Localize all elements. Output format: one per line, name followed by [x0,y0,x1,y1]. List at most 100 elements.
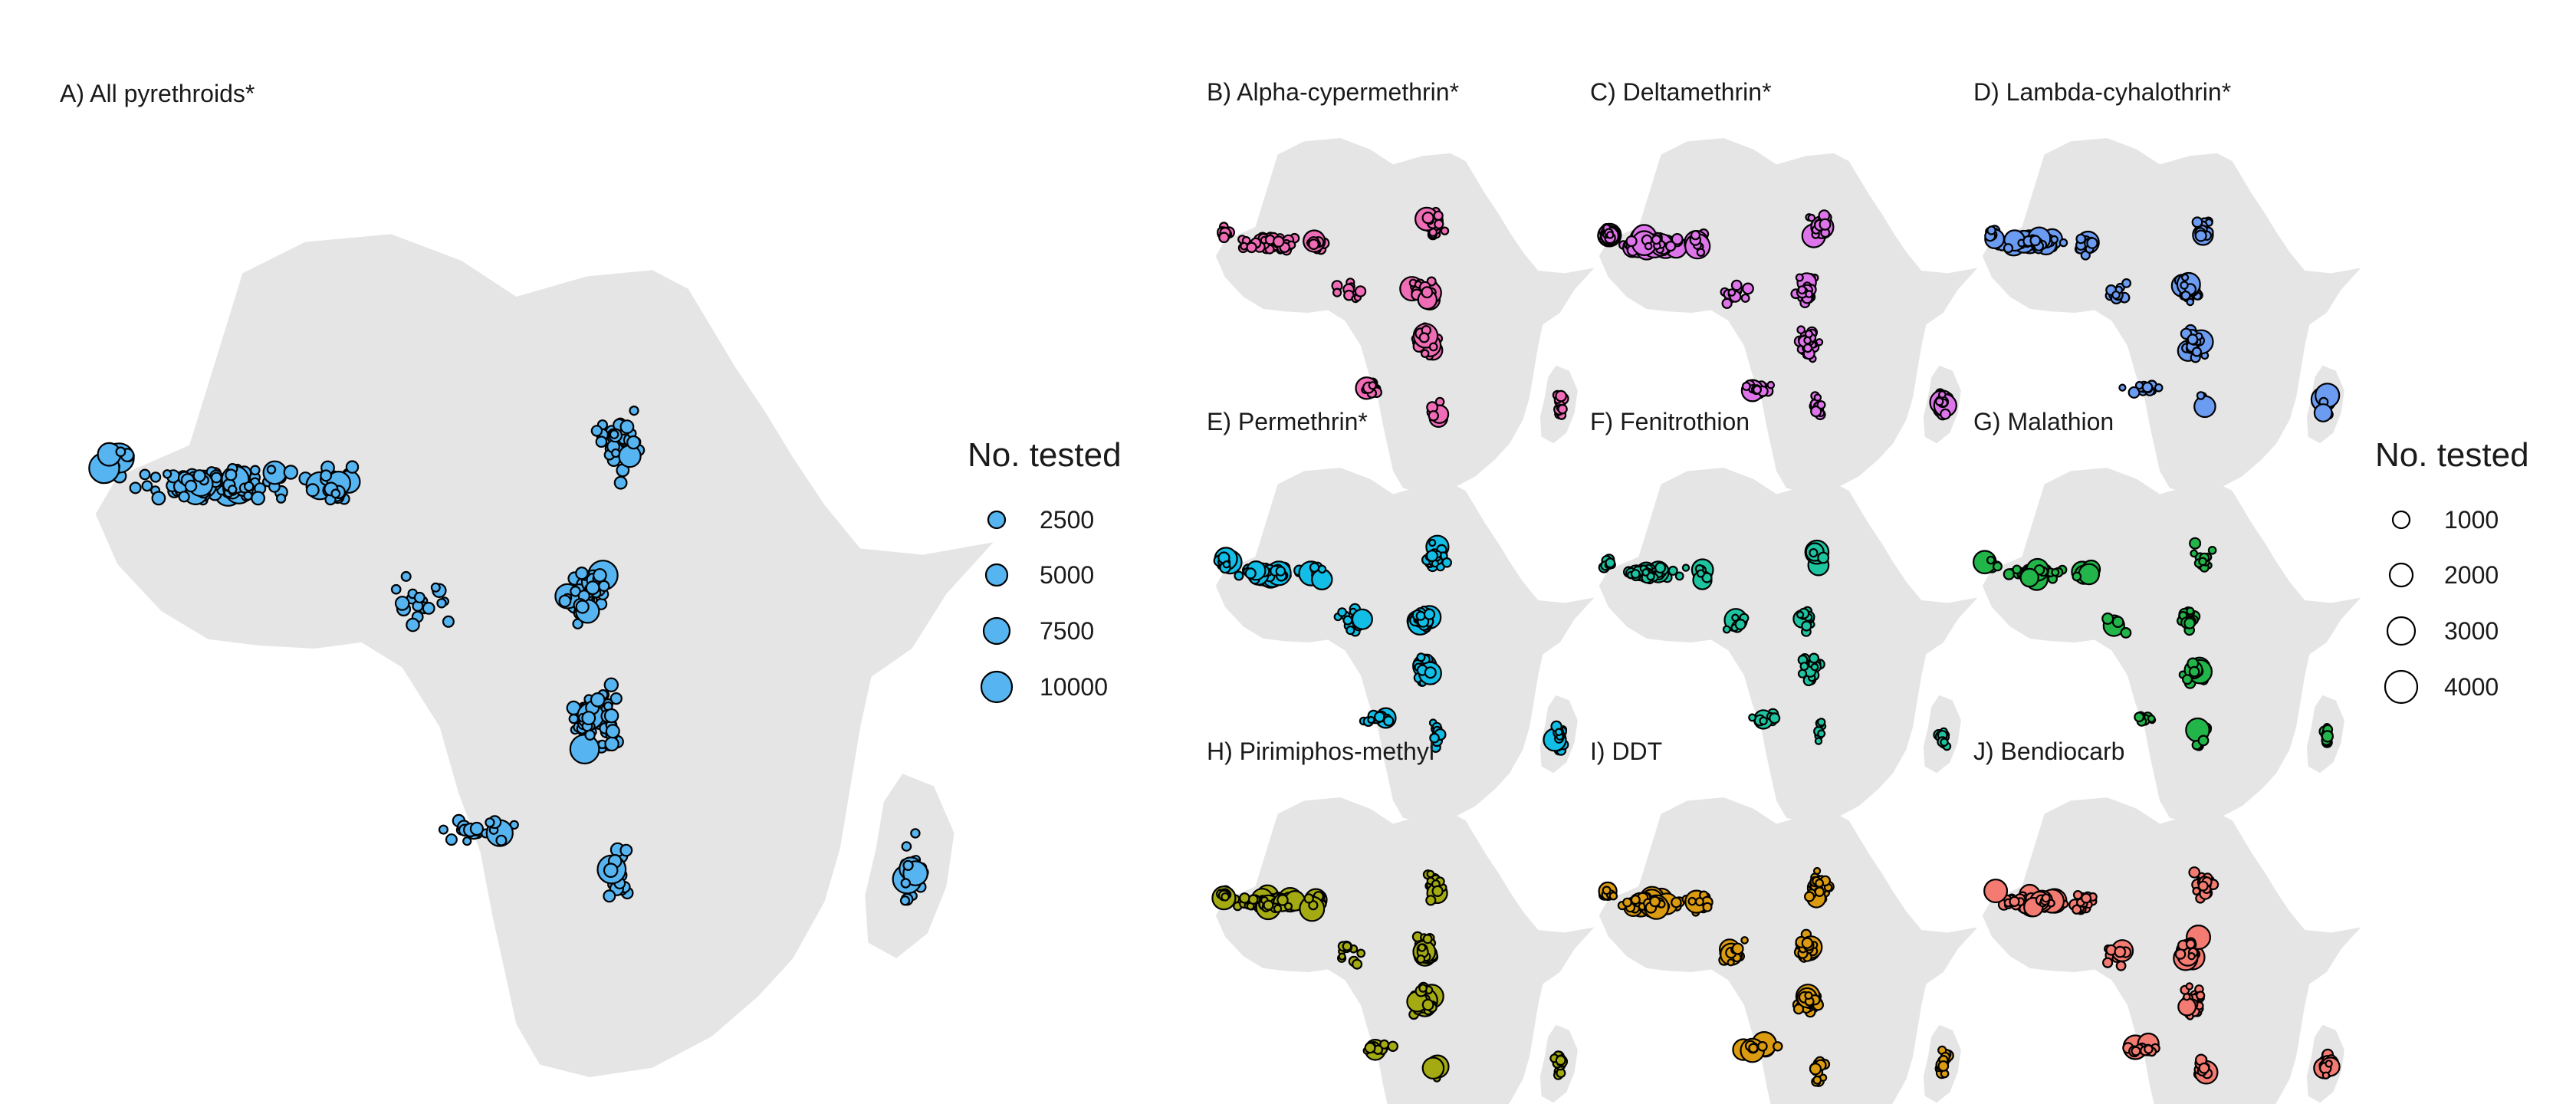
survey-site-marker [129,481,142,495]
survey-site-marker [445,833,458,846]
survey-site-marker [2198,1062,2210,1074]
survey-site-marker [2081,892,2092,904]
panel-ddt: I) DDT [1590,738,1978,1104]
survey-site-marker [2134,711,2145,723]
survey-site-marker [320,469,333,482]
panel-deltamethrin: C) Deltamethrin* [1590,78,1978,494]
survey-site-marker [141,480,153,492]
survey-site-marker [1425,895,1437,906]
survey-site-marker [1342,941,1352,951]
survey-site-marker [1240,242,1248,251]
survey-site-marker [163,469,172,479]
survey-site-marker [406,617,420,632]
survey-site-marker [1773,1041,1783,1052]
survey-site-marker [1817,729,1826,738]
survey-site-marker [1221,892,1230,902]
legend-swatch [982,616,1011,646]
survey-site-marker [225,468,238,481]
survey-site-marker [1421,286,1434,299]
survey-site-marker [1649,895,1661,908]
survey-site-marker [1423,608,1436,620]
survey-site-marker [2189,537,2202,550]
survey-site-marker [422,602,435,615]
survey-site-marker [1422,934,1433,945]
survey-site-marker [1428,410,1440,422]
survey-site-marker [2012,564,2022,575]
panel-title: D) Lambda-cyhalothrin* [1973,78,2231,106]
survey-site-marker [2134,381,2144,390]
survey-site-marker [1809,652,1820,664]
survey-site-marker [276,493,287,504]
survey-site-marker [1555,728,1563,737]
survey-site-marker [605,724,620,739]
survey-site-marker [1804,891,1815,902]
legend-title: No. tested [968,436,1122,474]
survey-sites-malathion [1973,537,2334,751]
panel-alpha-cypermethrin: B) Alpha-cypermethrin* [1207,78,1595,494]
legend-label: 10000 [1040,673,1108,701]
survey-site-marker [1383,715,1395,727]
survey-site-marker [305,483,320,498]
survey-site-marker [1247,894,1259,905]
survey-site-marker [2019,567,2039,588]
survey-site-marker [1690,230,1701,241]
survey-site-marker [2041,893,2051,903]
legend-swatch [2384,669,2419,705]
survey-site-marker [2187,334,2199,346]
survey-site-marker [901,841,912,852]
survey-site-marker [1222,560,1231,569]
survey-site-marker [1696,248,1706,257]
panel-title: F) Fenitrothion [1590,408,1750,435]
survey-site-marker [1801,620,1812,632]
survey-site-marker [590,425,603,437]
survey-site-marker [1801,937,1813,949]
survey-site-marker [2192,886,2201,895]
survey-site-marker [1813,866,1822,876]
survey-sites-permethrin [1213,534,1569,756]
survey-site-marker [1428,342,1438,352]
survey-site-marker [2325,1060,2333,1068]
survey-site-marker [249,465,261,476]
survey-site-marker [1625,235,1638,248]
survey-site-marker [151,491,166,506]
survey-site-marker [1986,555,1996,565]
survey-site-marker [1415,610,1426,621]
survey-site-marker [1940,408,1951,420]
africa-outline-map [95,234,994,1077]
survey-site-marker [1792,1004,1805,1015]
survey-site-marker [1694,897,1704,907]
survey-site-marker [1420,349,1430,358]
survey-site-marker [2072,890,2083,900]
survey-site-marker [2321,730,2334,743]
survey-site-marker [1283,902,1293,911]
legend-label: 4000 [2444,673,2499,701]
survey-site-marker [1727,958,1735,967]
survey-site-marker [178,491,190,503]
survey-site-marker [1734,618,1746,630]
survey-site-marker [2029,235,2042,247]
survey-site-marker [1622,897,1632,908]
survey-site-marker [1759,716,1768,726]
survey-site-marker [598,580,610,593]
panel-title: H) Pirimiphos-methyl [1207,738,1434,765]
survey-site-marker [900,878,912,889]
africa-outline-map [1982,797,2361,1104]
size-legend-other-insecticides: No. tested 1000 2000 3000 4000 [2375,436,2529,705]
survey-site-marker [1702,902,1713,912]
survey-site-marker [1416,652,1426,662]
legend-swatch [987,510,1007,530]
legend-swatch [980,670,1014,704]
survey-site-marker [1337,607,1347,617]
survey-site-marker [1416,955,1426,964]
survey-site-marker [1346,625,1355,636]
survey-site-marker [610,692,623,705]
survey-site-marker [902,859,914,871]
survey-site-marker [1809,1063,1822,1076]
survey-site-marker [2183,992,2191,1001]
survey-site-marker [1275,566,1286,577]
survey-site-marker [1421,1056,1445,1079]
survey-site-marker [1431,885,1444,898]
survey-site-marker [2196,991,2206,1001]
legend-swatch [2386,616,2417,646]
survey-site-marker [1742,282,1754,295]
